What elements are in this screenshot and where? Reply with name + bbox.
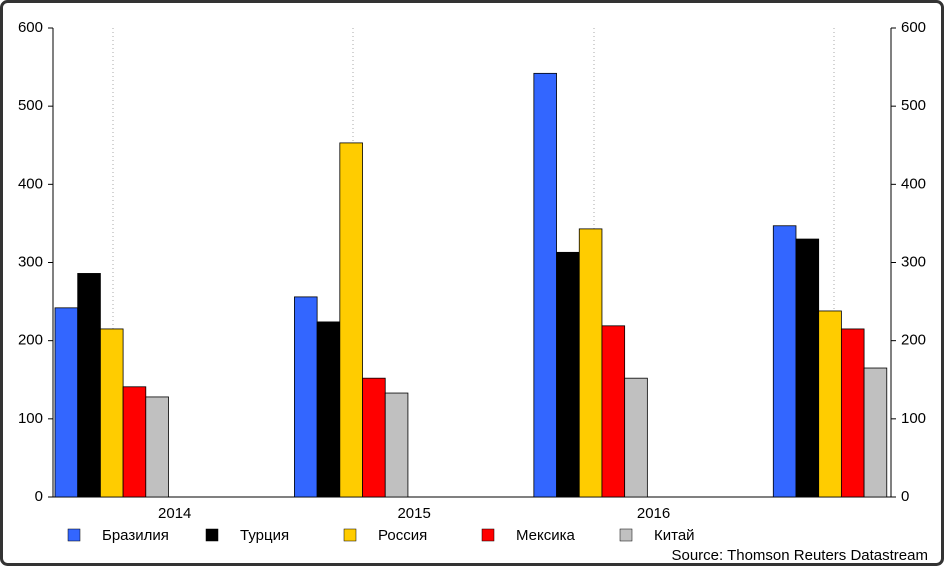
y-tick-label: 100 xyxy=(18,410,43,427)
x-tick-label: 2015 xyxy=(397,505,430,522)
bar xyxy=(145,396,169,498)
bar xyxy=(54,307,79,498)
y2-tick-label: 600 xyxy=(901,19,926,36)
y2-tick-label: 0 xyxy=(901,488,909,505)
y2-tick-label: 500 xyxy=(901,97,926,114)
y-tick-label: 200 xyxy=(18,332,43,349)
bar xyxy=(601,325,626,498)
bar xyxy=(863,367,888,498)
bar xyxy=(840,328,865,498)
y-tick-label: 600 xyxy=(18,19,43,36)
bar xyxy=(556,251,580,498)
legend-swatch xyxy=(205,528,219,542)
bar xyxy=(818,310,842,498)
legend-swatch xyxy=(481,528,495,542)
legend-swatch xyxy=(619,528,633,542)
bar xyxy=(624,377,648,498)
bar xyxy=(294,296,318,498)
bar xyxy=(100,328,124,498)
source: Source: Thomson Reuters Datastream xyxy=(671,547,928,564)
bar xyxy=(795,238,820,498)
bar xyxy=(122,386,147,498)
bar xyxy=(77,273,101,498)
y2-tick-label: 200 xyxy=(901,332,926,349)
y2-tick-label: 400 xyxy=(901,175,926,192)
x-tick-label: 2014 xyxy=(158,505,191,522)
bar xyxy=(384,392,409,498)
x-tick-label: 2016 xyxy=(637,505,670,522)
legend-label: Бразилия xyxy=(102,527,169,544)
legend-label: Россия xyxy=(378,527,427,544)
y-tick-label: 0 xyxy=(35,488,43,505)
legend-label: Мексика xyxy=(516,527,576,544)
legend-label: Турция xyxy=(240,527,289,544)
legend-swatch xyxy=(343,528,357,542)
bar xyxy=(316,321,341,498)
y2-tick-label: 300 xyxy=(901,253,926,270)
bar xyxy=(362,377,386,498)
legend-label: Китай xyxy=(654,527,695,544)
bar xyxy=(772,225,797,498)
y-tick-label: 500 xyxy=(18,97,43,114)
legend-swatch xyxy=(67,528,81,542)
y-tick-label: 300 xyxy=(18,253,43,270)
bar xyxy=(339,142,363,498)
bar xyxy=(533,72,557,498)
y2-tick-label: 100 xyxy=(901,410,926,427)
bar xyxy=(578,228,603,498)
y-tick-label: 400 xyxy=(18,175,43,192)
